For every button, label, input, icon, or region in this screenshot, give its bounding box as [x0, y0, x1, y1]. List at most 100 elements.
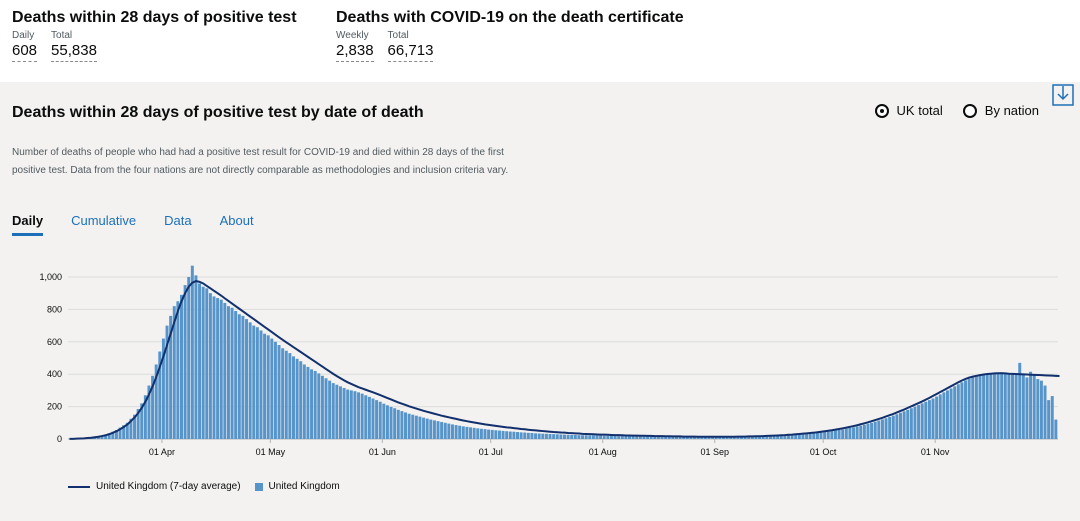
bar: [996, 372, 1000, 439]
radio-uk-total[interactable]: UK total: [874, 103, 943, 118]
bar: [689, 437, 693, 439]
bar: [385, 405, 389, 439]
bar: [833, 430, 837, 439]
tab-daily[interactable]: Daily: [12, 213, 44, 236]
bar: [454, 425, 458, 439]
chart-legend: United Kingdom (7-day average) United Ki…: [68, 481, 354, 492]
bar: [364, 395, 368, 439]
bar: [328, 380, 332, 439]
bar: [866, 423, 870, 439]
bar: [956, 384, 960, 439]
bar: [122, 425, 126, 439]
bar: [393, 408, 397, 439]
bar: [143, 395, 147, 439]
bar: [404, 412, 407, 439]
bar: [844, 428, 848, 439]
bar: [288, 353, 292, 439]
bar: [136, 409, 140, 439]
bar: [367, 396, 371, 439]
bar: [411, 414, 415, 439]
legend-label: United Kingdom: [268, 481, 340, 492]
bar: [118, 427, 122, 439]
bar: [216, 298, 220, 439]
bar: [241, 315, 245, 439]
stat-value[interactable]: 608: [12, 42, 38, 62]
bar: [841, 429, 845, 439]
bar: [548, 433, 552, 439]
headline-title: Deaths with COVID-19 on the death certif…: [336, 9, 684, 26]
bar: [588, 435, 592, 439]
bar: [226, 306, 230, 439]
stat-value[interactable]: 55,838: [51, 42, 97, 62]
bar: [360, 393, 364, 439]
bar: [646, 436, 650, 439]
radio-label: By nation: [984, 103, 1039, 118]
daily-deaths-chart: 0 200 400 600 800 1,000 01 Apr 01 May 01 Jun 01 J…: [39, 265, 1060, 457]
bar: [512, 431, 516, 439]
bar: [436, 421, 440, 439]
y-tick-label: 1,000: [39, 272, 62, 282]
bar: [577, 435, 581, 439]
bar: [133, 414, 136, 439]
stat-label: Total: [51, 30, 73, 41]
bar: [205, 288, 209, 439]
bar: [740, 437, 743, 439]
bar: [320, 375, 324, 439]
radio-selected-icon[interactable]: [874, 103, 889, 118]
bar: [317, 373, 321, 439]
bar: [779, 435, 783, 439]
bar: [628, 436, 631, 439]
bar: [924, 401, 928, 439]
bar: [964, 380, 968, 439]
x-tick-label: 01 Jul: [479, 447, 503, 457]
bar: [855, 426, 859, 439]
bar: [750, 436, 754, 439]
tab-cumulative[interactable]: Cumulative: [71, 213, 137, 228]
bar: [292, 356, 295, 439]
bar: [465, 426, 469, 439]
bar: [508, 431, 512, 439]
download-icon[interactable]: [1052, 82, 1074, 106]
bar: [190, 265, 194, 439]
bar: [371, 398, 375, 439]
bar: [165, 325, 169, 439]
tab-data[interactable]: Data: [164, 213, 192, 228]
legend-label: United Kingdom (7-day average): [96, 481, 241, 492]
bar: [129, 418, 133, 439]
legend-item-daily[interactable]: United Kingdom: [254, 481, 340, 492]
radio-label: UK total: [896, 103, 943, 118]
bar: [382, 403, 386, 439]
bar: [479, 428, 483, 439]
stat-value[interactable]: 2,838: [336, 42, 374, 62]
bar: [111, 431, 115, 439]
bar: [974, 376, 978, 439]
bar: [1007, 373, 1011, 439]
bar: [830, 431, 834, 439]
bar: [693, 437, 697, 439]
bar: [736, 437, 740, 439]
tab-about[interactable]: About: [219, 213, 254, 228]
bar: [862, 424, 866, 439]
bar: [400, 411, 404, 439]
bar: [483, 429, 487, 439]
bar: [620, 436, 624, 439]
bar: [418, 416, 422, 439]
bar: [584, 435, 588, 439]
stat-value[interactable]: 66,713: [387, 42, 434, 62]
bar: [201, 286, 205, 439]
bar: [732, 437, 736, 439]
bar: [899, 412, 902, 439]
bar: [270, 338, 274, 439]
bar: [783, 435, 787, 439]
bar: [299, 361, 303, 439]
bar: [219, 299, 223, 439]
radio-unselected-icon[interactable]: [962, 103, 977, 118]
bar: [349, 390, 353, 439]
bar: [1018, 362, 1022, 439]
bar: [313, 370, 317, 439]
bar: [729, 437, 733, 439]
legend-item-average[interactable]: United Kingdom (7-day average): [68, 481, 241, 492]
radio-by-nation[interactable]: By nation: [962, 103, 1039, 118]
bar: [245, 319, 248, 439]
bar: [255, 327, 259, 439]
